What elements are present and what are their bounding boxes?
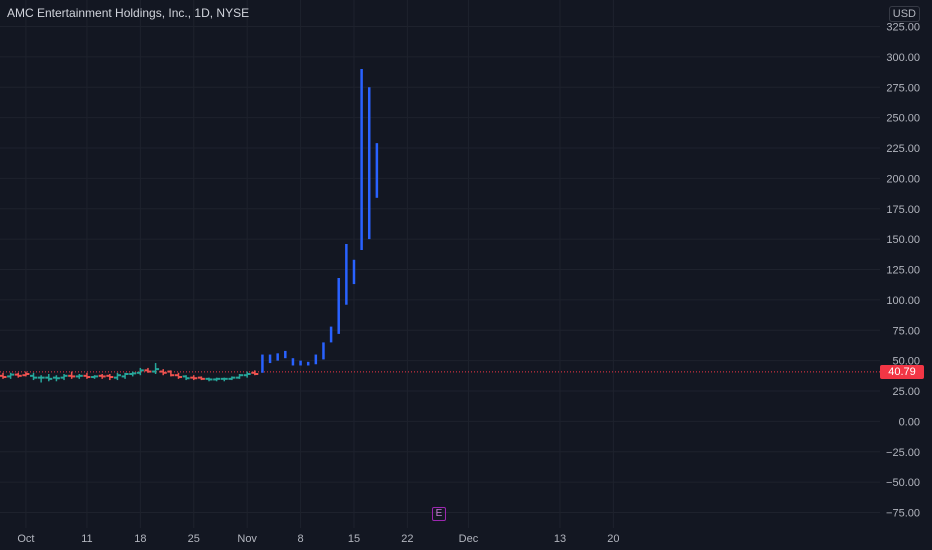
x-axis-panel	[0, 528, 880, 550]
ohlc-bar[interactable]	[121, 372, 129, 379]
x-tick-label: 15	[348, 533, 360, 545]
x-tick-label: Oct	[17, 533, 34, 545]
y-tick-label: 225.00	[886, 143, 920, 155]
y-tick-label: 300.00	[886, 52, 920, 64]
y-tick-label: 150.00	[886, 234, 920, 246]
y-tick-label: 0.00	[899, 416, 920, 428]
ohlc-bar[interactable]	[129, 371, 137, 377]
ohlc-bar[interactable]	[243, 371, 251, 378]
y-tick-label: 200.00	[886, 173, 920, 185]
ohlc-bar[interactable]	[136, 367, 144, 376]
ohlc-bar[interactable]	[144, 367, 152, 373]
ohlc-bar[interactable]	[30, 372, 38, 381]
symbol-title[interactable]: AMC Entertainment Holdings, Inc., 1D, NY…	[7, 6, 250, 20]
ohlc-bar[interactable]	[190, 375, 198, 381]
x-tick-label: 20	[607, 533, 619, 545]
y-tick-label: −25.00	[886, 447, 920, 459]
currency-label[interactable]: USD	[888, 6, 920, 22]
ohlc-bar[interactable]	[236, 373, 244, 379]
ohlc-bar[interactable]	[197, 376, 205, 381]
y-tick-label: 125.00	[886, 265, 920, 277]
ohlc-bar[interactable]	[98, 373, 106, 379]
ohlc-bar[interactable]	[14, 372, 22, 378]
last-price-tag: 40.79	[880, 364, 924, 379]
y-tick-label: 75.00	[892, 325, 920, 337]
x-tick-label: 13	[554, 533, 566, 545]
ohlc-bar[interactable]	[228, 376, 236, 381]
ohlc-bar[interactable]	[167, 370, 175, 377]
y-tick-label: 100.00	[886, 295, 920, 307]
ohlc-bar[interactable]	[37, 375, 45, 383]
ohlc-bar[interactable]	[60, 373, 68, 381]
ohlc-bar[interactable]	[213, 377, 221, 382]
ohlc-bar[interactable]	[251, 370, 259, 376]
ohlc-bar[interactable]	[220, 377, 228, 382]
y-tick-label: 275.00	[886, 82, 920, 94]
x-tick-label: Dec	[459, 533, 479, 545]
ohlc-bar[interactable]	[159, 369, 167, 376]
y-tick-label: 325.00	[886, 22, 920, 34]
grid	[0, 0, 880, 528]
ohlc-bar[interactable]	[68, 371, 76, 379]
ohlc-bar[interactable]	[0, 372, 7, 379]
y-axis[interactable]: 325.00 300.00 275.00 250.00 225.00 200.00 175.…	[880, 0, 932, 550]
y-tick-label: −50.00	[886, 477, 920, 489]
x-tick-label: Nov	[237, 533, 257, 545]
ohlc-bar[interactable]	[83, 372, 91, 379]
ohlc-bar[interactable]	[45, 373, 53, 382]
ohlc-bar[interactable]	[75, 373, 83, 379]
ohlc-bar[interactable]	[152, 363, 160, 374]
ohlc-bar[interactable]	[91, 375, 99, 379]
x-tick-label: 8	[298, 533, 304, 545]
y-axis-panel	[880, 0, 932, 550]
ohlc-bar[interactable]	[174, 372, 182, 379]
x-tick-label: 25	[188, 533, 200, 545]
y-tick-label: 50.00	[892, 356, 920, 368]
ohlc-bar[interactable]	[205, 377, 213, 382]
x-tick-label: 11	[81, 533, 92, 545]
y-tick-label: −75.00	[886, 508, 920, 520]
x-axis[interactable]: Oct 11 18 25 Nov 8 15 22 Dec 13 20	[0, 528, 880, 550]
y-tick-label: 250.00	[886, 113, 920, 125]
ohlc-bars[interactable]	[0, 69, 379, 383]
y-tick-label: 175.00	[886, 204, 920, 216]
ohlc-bar[interactable]	[113, 372, 121, 381]
x-tick-label: 18	[134, 533, 146, 545]
y-tick-label: 25.00	[892, 386, 920, 398]
ohlc-bar[interactable]	[52, 375, 60, 382]
ohlc-bar[interactable]	[106, 373, 114, 381]
ohlc-bar[interactable]	[7, 372, 15, 379]
x-tick-label: 22	[401, 533, 413, 545]
ohlc-bar[interactable]	[22, 371, 30, 377]
earnings-marker-icon[interactable]: E	[432, 507, 446, 521]
ohlc-bar[interactable]	[182, 375, 190, 381]
